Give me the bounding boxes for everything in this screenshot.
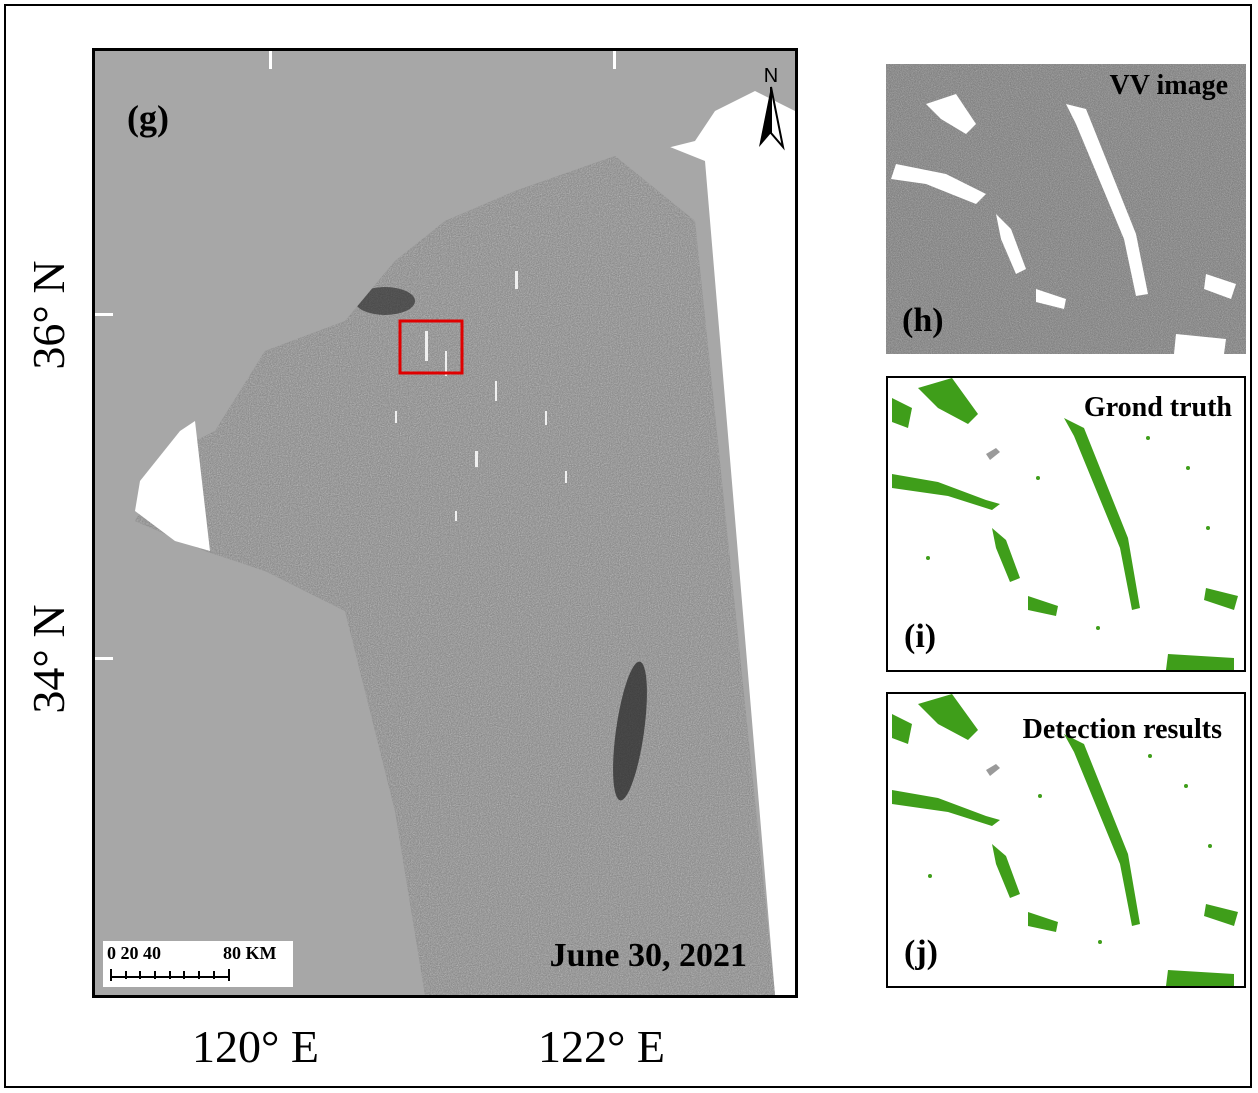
- vv-bright-streaks: [891, 94, 1236, 354]
- inset-j-title: Detection results: [1022, 714, 1222, 745]
- inset-detection-results: Detection results (j): [886, 692, 1246, 988]
- scale-bar-ticks-label: 0 20 40: [107, 943, 161, 963]
- panel-label-i: (i): [904, 618, 937, 655]
- inset-ground-truth: Grond truth (i): [886, 376, 1246, 672]
- lon-label-122e: 122° E: [538, 1021, 665, 1072]
- tick-36n-left: [95, 313, 113, 316]
- north-arrow-icon: [759, 86, 785, 151]
- algae-patches: [395, 271, 567, 521]
- north-letter: N: [763, 65, 779, 87]
- tick-34n-left: [95, 657, 113, 660]
- inset-i-title: Grond truth: [1083, 392, 1232, 423]
- study-area-box: [398, 319, 464, 375]
- acquisition-date: June 30, 2021: [549, 937, 747, 974]
- tick-120e-top: [269, 51, 272, 69]
- tick-122e-top: [613, 51, 616, 69]
- no-data-area: [655, 51, 795, 995]
- panel-label-j: (j): [904, 934, 938, 971]
- panel-label-h: (h): [902, 302, 944, 339]
- lon-label-120e: 120° E: [192, 1021, 319, 1072]
- ground-truth-mask: [892, 378, 1238, 670]
- main-map-panel: (g) N June 30, 2021 0 20 40 80 KM: [92, 48, 798, 998]
- inset-h-title: VV image: [1109, 70, 1228, 101]
- scale-bar: 0 20 40 80 KM: [103, 941, 293, 987]
- north-arrow: N: [751, 65, 791, 155]
- scale-bar-graphic: [110, 969, 230, 981]
- lat-label-34n: 34° N: [23, 604, 74, 714]
- vv-image-graphic: [886, 64, 1246, 354]
- detection-mask: [892, 694, 1238, 986]
- no-data-west: [135, 421, 210, 551]
- inset-vv-image: VV image (h): [886, 64, 1246, 354]
- lat-label-36n: 36° N: [23, 260, 74, 370]
- scale-bar-unit-label: 80 KM: [223, 943, 277, 963]
- sar-scene: [135, 51, 795, 995]
- figure-frame: [4, 4, 1252, 1088]
- dark-slick: [613, 661, 647, 801]
- panel-label-g: (g): [127, 98, 169, 138]
- land-north-coast: [655, 51, 795, 151]
